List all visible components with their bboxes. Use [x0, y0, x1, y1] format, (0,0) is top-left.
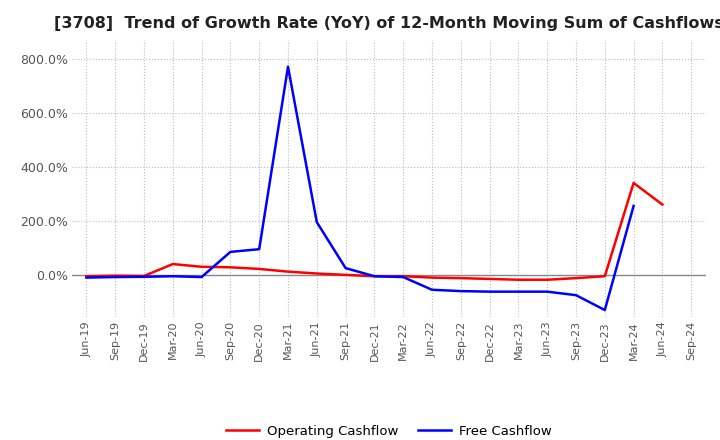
- Free Cashflow: [600, 308, 609, 313]
- Operating Cashflow: [168, 261, 177, 267]
- Free Cashflow: [341, 265, 350, 271]
- Operating Cashflow: [658, 202, 667, 207]
- Free Cashflow: [140, 274, 148, 279]
- Operating Cashflow: [226, 265, 235, 270]
- Operating Cashflow: [284, 269, 292, 274]
- Operating Cashflow: [341, 272, 350, 278]
- Operating Cashflow: [312, 271, 321, 276]
- Line: Free Cashflow: Free Cashflow: [86, 66, 634, 310]
- Free Cashflow: [255, 246, 264, 252]
- Free Cashflow: [514, 289, 523, 294]
- Operating Cashflow: [255, 266, 264, 271]
- Free Cashflow: [572, 293, 580, 298]
- Free Cashflow: [111, 275, 120, 280]
- Operating Cashflow: [600, 274, 609, 279]
- Operating Cashflow: [370, 274, 379, 279]
- Free Cashflow: [82, 275, 91, 280]
- Free Cashflow: [428, 287, 436, 293]
- Free Cashflow: [284, 64, 292, 69]
- Free Cashflow: [197, 275, 206, 280]
- Title: [3708]  Trend of Growth Rate (YoY) of 12-Month Moving Sum of Cashflows: [3708] Trend of Growth Rate (YoY) of 12-…: [54, 16, 720, 32]
- Free Cashflow: [312, 220, 321, 225]
- Operating Cashflow: [197, 264, 206, 269]
- Operating Cashflow: [140, 273, 148, 279]
- Operating Cashflow: [485, 276, 494, 282]
- Operating Cashflow: [111, 273, 120, 279]
- Free Cashflow: [168, 274, 177, 279]
- Operating Cashflow: [399, 274, 408, 279]
- Free Cashflow: [370, 274, 379, 279]
- Line: Operating Cashflow: Operating Cashflow: [86, 183, 662, 280]
- Free Cashflow: [226, 249, 235, 254]
- Free Cashflow: [485, 289, 494, 294]
- Free Cashflow: [456, 289, 465, 294]
- Operating Cashflow: [428, 275, 436, 280]
- Operating Cashflow: [572, 275, 580, 281]
- Free Cashflow: [629, 203, 638, 209]
- Operating Cashflow: [514, 277, 523, 282]
- Operating Cashflow: [82, 274, 91, 279]
- Legend: Operating Cashflow, Free Cashflow: Operating Cashflow, Free Cashflow: [220, 420, 557, 440]
- Operating Cashflow: [456, 275, 465, 281]
- Operating Cashflow: [629, 180, 638, 186]
- Free Cashflow: [399, 275, 408, 280]
- Free Cashflow: [543, 289, 552, 294]
- Operating Cashflow: [543, 277, 552, 282]
